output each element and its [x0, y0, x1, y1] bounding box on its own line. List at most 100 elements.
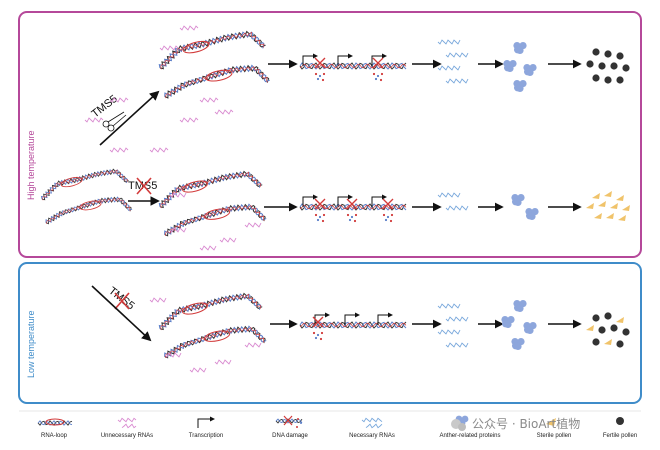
necessary-rna-icon: [361, 417, 383, 429]
protein-icon: [513, 42, 527, 55]
unnecessary-rna: [244, 222, 262, 228]
step-arrows: [264, 59, 582, 329]
dna-fragment-dot: [316, 77, 320, 81]
dna-fragment-dot: [320, 331, 324, 335]
necessary-rna: [437, 65, 461, 71]
tms5-diagonal-arrow: [99, 90, 160, 146]
legend-label-fertile-pollen: Fertile pollen: [603, 433, 637, 439]
dna-strand: [45, 196, 132, 225]
dna-strand: [40, 169, 128, 200]
rna-loop-bubble: [203, 330, 231, 342]
dna-fragment-dot: [296, 426, 298, 428]
legend-label-unnecessary-rnas: Unnecessary RNAs: [101, 433, 153, 439]
sterile-pollen-icon: [606, 213, 614, 219]
sterile-pollen-icon: [586, 325, 594, 331]
dna-fragment-dot: [314, 72, 318, 76]
fertile-pollen-icon: [592, 74, 600, 82]
fertile-pollen-icon: [610, 62, 618, 70]
dna-strand: [37, 420, 73, 426]
unnecessary-rna: [159, 45, 179, 51]
dna-fragment-dot: [300, 422, 302, 424]
sterile-pollen-icon: [622, 205, 630, 211]
rna-loop-bubble: [205, 69, 233, 82]
high-temperature-panel: [18, 11, 642, 258]
unnecessary-rna: [117, 417, 137, 423]
tms5-label-high-active: TMS5: [89, 93, 120, 121]
fertile-pollen-icon: [610, 324, 618, 332]
fertile-pollen-icon: [598, 326, 606, 334]
dna-fragment-dot: [379, 78, 383, 82]
rna-loop-bubble: [45, 418, 65, 426]
dna-strand: [299, 322, 407, 328]
protein-icon: [513, 80, 527, 92]
sterile-pollen-icon: [616, 195, 624, 201]
dna-fragment-dot: [322, 213, 326, 217]
fertile-pollen-icon: [592, 48, 600, 56]
dna-damage-icon: [346, 198, 358, 210]
dna-fragment-dot: [350, 215, 354, 219]
dna-fragment-dot: [316, 218, 320, 222]
dna-damage-icon: [372, 57, 384, 69]
fertile-pollen-icon: [586, 60, 594, 68]
protein-icon: [523, 322, 537, 334]
protein-lobe: [502, 320, 510, 328]
pollen-clusters: [586, 48, 630, 348]
legend-label-necessary-rnas: Necessary RNAs: [349, 433, 395, 439]
necessary-rna: [365, 423, 383, 429]
dna-strand: [164, 203, 266, 237]
scissors-icon: [102, 111, 127, 132]
dna-strand: [160, 31, 265, 70]
transcription-arrow-icon: [377, 312, 393, 325]
dna-fragment-dot: [382, 213, 386, 217]
tms5-inactive-cross-icon: [136, 177, 152, 195]
rna-loop-bubble: [203, 208, 231, 220]
fertile-pollen-icon: [604, 76, 612, 84]
sterile-pollen-icon: [592, 193, 600, 199]
dna-strand: [158, 171, 262, 207]
dna-strand: [160, 171, 262, 209]
legend-icons: [37, 415, 624, 429]
dna-strand: [299, 321, 407, 329]
dna-fragment-dot: [297, 418, 299, 420]
rna-loop-bubble: [60, 176, 83, 188]
dna-fragment-dot: [314, 336, 318, 340]
unnecessary-rna: [109, 147, 129, 153]
protein-icon: [523, 64, 537, 76]
sterile-pollen-icon: [586, 203, 594, 209]
unnecessary-rna-icon: [117, 417, 137, 429]
rna-loop-structures: [40, 30, 270, 359]
transcription-arrow-icon: [314, 312, 330, 325]
sterile-pollen-icon: [598, 201, 606, 207]
dna-fragment-dot: [348, 218, 352, 222]
protein-icon: [513, 300, 527, 312]
dna-fragment-dot: [318, 74, 322, 78]
dna-track-high-bottom: [299, 194, 407, 223]
unnecessary-rna: [149, 147, 169, 153]
unnecessary-rna: [169, 227, 187, 233]
rna-loop-bubble: [182, 40, 210, 54]
high-temperature-label: High temperature: [26, 130, 36, 200]
rna-loop-bubble: [181, 180, 208, 193]
necessary-rna: [445, 52, 469, 58]
legend-label-sterile-pollen: Sterile pollen: [537, 433, 572, 439]
transcription-arrow-icon: [344, 312, 360, 325]
unnecessary-rna: [169, 192, 187, 198]
dna-fragment-dot: [380, 72, 384, 76]
rna-loop-icon: [37, 418, 73, 426]
protein-icon: [501, 316, 515, 328]
fertile-pollen-icon: [622, 64, 630, 72]
unnecessary-rna: [244, 342, 262, 348]
dna-fragment-dot: [389, 219, 393, 223]
low-temperature-label: Low temperature: [26, 310, 36, 378]
transcription-arrow-icon: [197, 416, 215, 428]
dna-fragment-dot: [374, 77, 378, 81]
low-temperature-panel: [18, 262, 642, 404]
dna-damage-icon: [314, 198, 326, 210]
legend-label-transcription: Transcription: [189, 433, 223, 439]
flow-arrows: [91, 90, 160, 342]
sterile-pollen-icon: [610, 203, 618, 209]
fertile-pollen-icon: [616, 52, 624, 60]
rna-loop-structure-high-bottom: [158, 170, 267, 237]
protein-lobe: [511, 198, 520, 206]
unnecessary-rna: [214, 109, 234, 115]
